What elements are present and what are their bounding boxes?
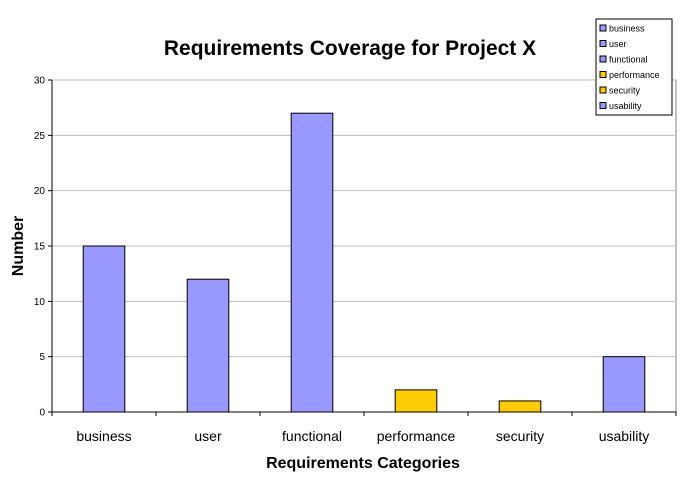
legend-box: [595, 18, 673, 116]
legend-swatch-security: [599, 86, 607, 94]
y-tick-label: 10: [34, 297, 46, 308]
y-tick-label: 5: [39, 352, 45, 363]
legend: business user functional performance securit…: [595, 18, 673, 116]
legend-label-functional: functional: [609, 55, 648, 65]
legend-swatch-business: [599, 24, 607, 32]
x-tick-label-business: business: [76, 428, 131, 444]
y-tick-label: 25: [34, 131, 46, 142]
x-tick-label-performance: performance: [377, 428, 456, 444]
bar-user: [186, 278, 230, 413]
legend-swatch-functional: [599, 55, 607, 63]
legend-swatch-user: [599, 40, 607, 47]
x-tick-label-functional: functional: [282, 428, 342, 444]
x-tick-label-security: security: [496, 428, 544, 444]
plot-area: 0 5 10 15 20 25 30 business user functional perfor…: [34, 76, 677, 444]
legend-label-performance: performance: [609, 70, 660, 80]
chart-title: Requirements Coverage for Project X: [164, 37, 536, 60]
bar-business: [82, 245, 126, 413]
y-axis-title: Number: [10, 216, 27, 276]
bar-usability: [602, 356, 646, 413]
y-tick-label: 30: [34, 76, 46, 87]
y-tick-label: 0: [39, 408, 45, 419]
x-tick-label-user: user: [194, 428, 222, 444]
legend-label-business: business: [609, 24, 645, 34]
legend-swatch-usability: [599, 102, 607, 109]
y-tick-label: 20: [34, 186, 46, 197]
bar-performance: [394, 389, 438, 413]
bar-security: [498, 400, 542, 413]
x-tick-label-usability: usability: [599, 428, 650, 444]
bar-functional: [290, 112, 334, 413]
legend-label-security: security: [609, 86, 641, 96]
x-axis-title: Requirements Categories: [266, 455, 460, 472]
y-tick-label: 15: [34, 242, 46, 253]
legend-label-usability: usability: [609, 101, 642, 111]
legend-swatch-performance: [599, 71, 607, 78]
legend-label-user: user: [609, 39, 627, 49]
